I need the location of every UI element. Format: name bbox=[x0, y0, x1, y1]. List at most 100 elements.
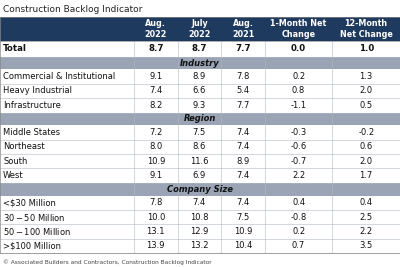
Text: Region: Region bbox=[184, 114, 216, 123]
Bar bbox=[0, 239, 400, 253]
Text: Total: Total bbox=[3, 44, 27, 53]
Text: 7.7: 7.7 bbox=[236, 101, 250, 110]
Text: 13.1: 13.1 bbox=[146, 227, 165, 236]
Bar bbox=[0, 154, 400, 168]
Bar bbox=[134, 17, 178, 41]
Text: 8.6: 8.6 bbox=[193, 142, 206, 151]
Text: 7.4: 7.4 bbox=[193, 198, 206, 207]
Text: 12.9: 12.9 bbox=[190, 227, 208, 236]
Bar bbox=[0, 210, 400, 224]
Text: 1.7: 1.7 bbox=[360, 171, 373, 180]
Text: 9.1: 9.1 bbox=[149, 171, 162, 180]
Text: -0.7: -0.7 bbox=[290, 157, 307, 166]
Text: 0.6: 0.6 bbox=[360, 142, 373, 151]
Text: Aug.
2022: Aug. 2022 bbox=[145, 19, 167, 38]
Text: Construction Backlog Indicator: Construction Backlog Indicator bbox=[3, 5, 142, 14]
Text: South: South bbox=[3, 157, 28, 166]
Text: Industry: Industry bbox=[180, 58, 220, 68]
Bar bbox=[0, 195, 400, 210]
Bar bbox=[0, 57, 400, 69]
Text: 0.4: 0.4 bbox=[292, 198, 305, 207]
Text: 13.9: 13.9 bbox=[146, 241, 165, 250]
Text: 8.7: 8.7 bbox=[148, 44, 164, 53]
Text: 1-Month Net
Change: 1-Month Net Change bbox=[270, 19, 327, 38]
Text: -0.3: -0.3 bbox=[290, 128, 307, 137]
Text: 7.2: 7.2 bbox=[149, 128, 162, 137]
Text: 1.0: 1.0 bbox=[358, 44, 374, 53]
Text: $50-$100 Million: $50-$100 Million bbox=[3, 226, 71, 237]
Text: 7.4: 7.4 bbox=[236, 128, 250, 137]
Text: 5.4: 5.4 bbox=[236, 87, 250, 95]
Text: 9.1: 9.1 bbox=[149, 72, 162, 81]
Bar bbox=[0, 125, 400, 140]
Text: <$30 Million: <$30 Million bbox=[3, 198, 56, 207]
Bar bbox=[0, 98, 400, 113]
Text: Aug.
2021: Aug. 2021 bbox=[232, 19, 254, 38]
Text: 6.6: 6.6 bbox=[193, 87, 206, 95]
Text: Commercial & Institutional: Commercial & Institutional bbox=[3, 72, 116, 81]
Text: 8.7: 8.7 bbox=[192, 44, 207, 53]
Bar bbox=[221, 17, 265, 41]
Text: © Associated Builders and Contractors, Construction Backlog Indicator: © Associated Builders and Contractors, C… bbox=[3, 259, 212, 265]
Text: 8.2: 8.2 bbox=[149, 101, 162, 110]
Text: 0.2: 0.2 bbox=[292, 72, 305, 81]
Text: 9.3: 9.3 bbox=[193, 101, 206, 110]
Text: Company Size: Company Size bbox=[167, 185, 233, 194]
Bar bbox=[0, 140, 400, 154]
Text: 7.5: 7.5 bbox=[193, 128, 206, 137]
Text: Northeast: Northeast bbox=[3, 142, 45, 151]
Bar bbox=[0, 224, 400, 239]
Text: >$100 Million: >$100 Million bbox=[3, 241, 61, 250]
Text: 6.9: 6.9 bbox=[193, 171, 206, 180]
Text: 7.7: 7.7 bbox=[235, 44, 251, 53]
Text: -0.2: -0.2 bbox=[358, 128, 374, 137]
Text: West: West bbox=[3, 171, 24, 180]
Bar bbox=[0, 84, 400, 98]
Text: 7.4: 7.4 bbox=[236, 142, 250, 151]
Text: 10.0: 10.0 bbox=[147, 213, 165, 222]
Text: 2.0: 2.0 bbox=[360, 87, 373, 95]
Text: 7.4: 7.4 bbox=[236, 198, 250, 207]
Bar bbox=[178, 17, 221, 41]
Text: 10.8: 10.8 bbox=[190, 213, 209, 222]
Text: 3.5: 3.5 bbox=[360, 241, 373, 250]
Text: 0.4: 0.4 bbox=[360, 198, 373, 207]
Text: -0.6: -0.6 bbox=[290, 142, 307, 151]
Text: 2.2: 2.2 bbox=[360, 227, 373, 236]
Text: 12-Month
Net Change: 12-Month Net Change bbox=[340, 19, 393, 38]
Text: 0.0: 0.0 bbox=[291, 44, 306, 53]
Text: Infrastructure: Infrastructure bbox=[3, 101, 61, 110]
Text: 0.7: 0.7 bbox=[292, 241, 305, 250]
Text: 0.8: 0.8 bbox=[292, 87, 305, 95]
Text: 13.2: 13.2 bbox=[190, 241, 209, 250]
Bar bbox=[0, 168, 400, 183]
Bar bbox=[0, 17, 134, 41]
Text: 8.9: 8.9 bbox=[193, 72, 206, 81]
Text: 2.5: 2.5 bbox=[360, 213, 373, 222]
Text: Middle States: Middle States bbox=[3, 128, 60, 137]
Text: 0.5: 0.5 bbox=[360, 101, 373, 110]
Bar bbox=[0, 41, 400, 57]
Text: Heavy Industrial: Heavy Industrial bbox=[3, 87, 72, 95]
Text: 1.3: 1.3 bbox=[360, 72, 373, 81]
Text: July
2022: July 2022 bbox=[188, 19, 210, 38]
Text: 7.8: 7.8 bbox=[149, 198, 162, 207]
Bar bbox=[0, 113, 400, 125]
Bar bbox=[0, 183, 400, 195]
Text: 10.4: 10.4 bbox=[234, 241, 252, 250]
Text: 2.0: 2.0 bbox=[360, 157, 373, 166]
Text: 2.2: 2.2 bbox=[292, 171, 305, 180]
Text: 7.8: 7.8 bbox=[236, 72, 250, 81]
Text: 8.9: 8.9 bbox=[236, 157, 250, 166]
Text: 11.6: 11.6 bbox=[190, 157, 209, 166]
Text: 8.0: 8.0 bbox=[149, 142, 162, 151]
Text: -1.1: -1.1 bbox=[290, 101, 307, 110]
Text: $30-$50 Million: $30-$50 Million bbox=[3, 212, 66, 223]
Text: 10.9: 10.9 bbox=[234, 227, 252, 236]
Bar bbox=[265, 17, 332, 41]
Bar bbox=[332, 17, 400, 41]
Text: 7.5: 7.5 bbox=[236, 213, 250, 222]
Text: 7.4: 7.4 bbox=[236, 171, 250, 180]
Text: 10.9: 10.9 bbox=[147, 157, 165, 166]
Text: 0.2: 0.2 bbox=[292, 227, 305, 236]
